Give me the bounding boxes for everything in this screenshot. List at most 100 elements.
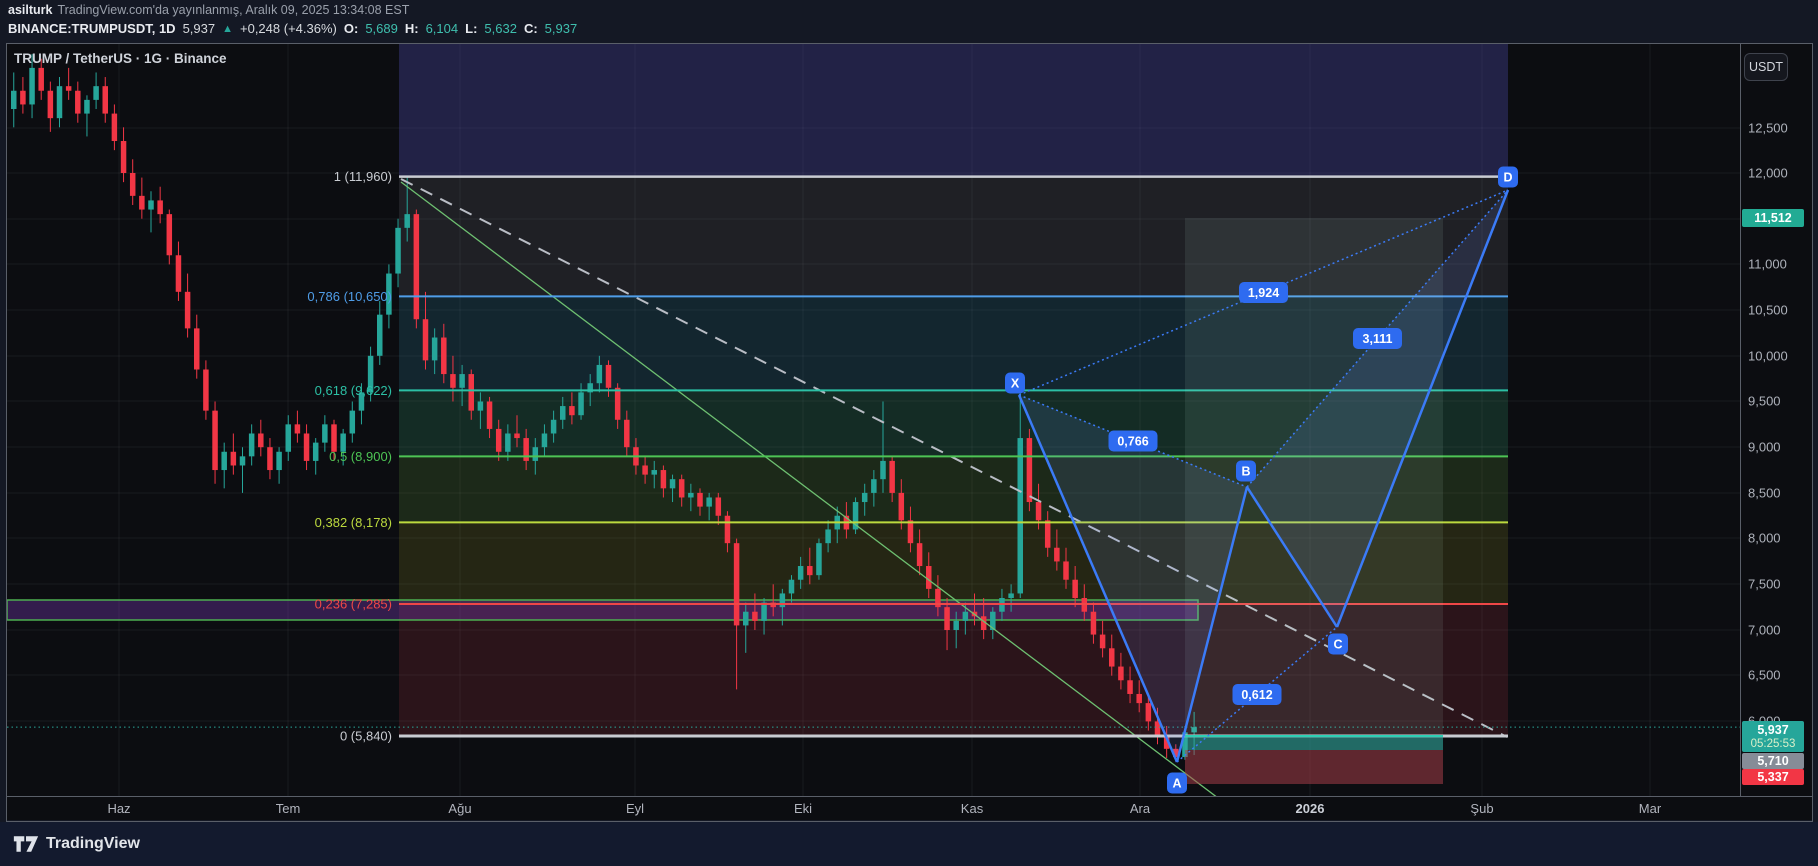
candle [1182, 732, 1188, 758]
candle [1109, 648, 1115, 667]
candle [669, 479, 676, 489]
candle [377, 314, 383, 356]
candle [907, 520, 914, 544]
candle [578, 392, 584, 416]
pattern-ratio-line [1246, 189, 1509, 488]
candle [825, 529, 831, 544]
candle [935, 588, 941, 608]
pattern-point-A[interactable]: A [1167, 772, 1187, 794]
fib-level-label: 0,382 (8,178) [315, 515, 392, 530]
candle [926, 566, 932, 589]
candle [1136, 693, 1142, 704]
candle [312, 442, 319, 461]
fib-zone [399, 456, 1508, 523]
candle [495, 428, 502, 452]
candle [624, 419, 630, 448]
time-axis-pane[interactable] [7, 797, 1812, 820]
pattern-point-B[interactable]: B [1236, 460, 1256, 482]
candle [331, 424, 337, 452]
pattern-ratio-chip[interactable]: 1,924 [1239, 282, 1288, 303]
candle [184, 291, 191, 329]
high-value: 6,104 [425, 21, 459, 36]
axis-separator-horizontal [7, 796, 1812, 797]
candle [1145, 703, 1152, 722]
candle [724, 515, 731, 544]
chart-pane[interactable] [7, 44, 1740, 796]
candle [75, 90, 81, 114]
price-axis[interactable]: 12,500 12,000 11,000 10,500 10,000 9,500 9,000… [1741, 44, 1812, 796]
tradingview-logo[interactable]: TradingView [13, 834, 140, 854]
svg-text:A: A [1172, 777, 1181, 791]
candle [358, 392, 365, 411]
price-axis-label: 9,500 [1748, 393, 1781, 409]
candle [84, 99, 90, 114]
fib-level-label: 0,5 (8,900) [329, 449, 392, 464]
time-axis-label: Eyl [625, 801, 645, 816]
candle [166, 214, 173, 256]
candle [120, 141, 127, 173]
candle [651, 470, 657, 475]
open-value: 5,689 [365, 21, 398, 36]
candle [102, 86, 108, 114]
price-axis-label: 9,000 [1748, 439, 1781, 455]
candle [779, 593, 786, 608]
svg-text:1,924: 1,924 [1248, 286, 1279, 300]
pattern-ratio-chip[interactable]: 0,766 [1108, 430, 1158, 452]
candle [11, 90, 17, 110]
pattern-point-X[interactable]: X [1005, 372, 1025, 394]
candle [743, 611, 749, 626]
pattern-ratio-chip[interactable]: 0,612 [1232, 684, 1282, 705]
candle [816, 543, 822, 576]
candle [239, 456, 246, 466]
candle [212, 410, 218, 471]
candle [139, 195, 145, 210]
candle [1063, 561, 1069, 580]
candle [303, 433, 310, 461]
chart-title-watermark: TRUMP / TetherUS · 1G · Binance [14, 51, 227, 66]
time-axis[interactable]: Haz Tem Ağu Eyl Eki Kas Ara 2026 Şub Mar [7, 797, 1740, 820]
pattern-edge [1335, 189, 1510, 628]
position-profit-zone[interactable] [1185, 218, 1443, 784]
candle [486, 401, 493, 429]
pattern-point-C[interactable]: C [1328, 633, 1348, 655]
candle [1099, 634, 1106, 649]
currency-toggle-button[interactable]: USDT [1744, 53, 1788, 81]
candle [148, 200, 154, 210]
candle [459, 374, 465, 388]
candle [852, 502, 859, 530]
price-axis-label: 7,000 [1748, 622, 1781, 638]
candle [258, 433, 264, 448]
candle [944, 607, 950, 630]
candle [761, 602, 767, 621]
price-change: +0,248 (+4.36%) [240, 21, 337, 36]
candle [349, 410, 356, 434]
candle [752, 611, 758, 621]
green-trendline[interactable] [400, 181, 1218, 798]
position-stop-zone [1185, 750, 1443, 784]
candle [56, 86, 63, 119]
axis-separator-vertical [1740, 44, 1741, 796]
candle [532, 447, 539, 461]
pattern-edge [1017, 394, 1179, 763]
candle [788, 579, 795, 594]
time-axis-label: Haz [107, 801, 131, 816]
candle [916, 543, 923, 567]
pattern-edge [1175, 486, 1249, 763]
price-range-box[interactable] [7, 599, 1199, 621]
candle [962, 611, 969, 621]
candle [1035, 502, 1042, 521]
price-axis-pane[interactable] [1741, 44, 1812, 796]
snapshot-header: asilturk TradingView.com'da yayınlanmış, … [0, 0, 1818, 42]
dashed-trendline[interactable] [400, 178, 1508, 738]
candle [715, 497, 722, 516]
low-value: 5,632 [484, 21, 517, 36]
pattern-point-D[interactable]: D [1498, 166, 1518, 188]
candle [230, 451, 237, 466]
candle [294, 424, 301, 434]
price-axis-label: 7,500 [1748, 576, 1781, 592]
pattern-ratio-chip[interactable]: 3,111 [1353, 328, 1402, 349]
candle [1008, 593, 1014, 599]
candle [880, 460, 886, 480]
close-label: C: [523, 21, 538, 36]
